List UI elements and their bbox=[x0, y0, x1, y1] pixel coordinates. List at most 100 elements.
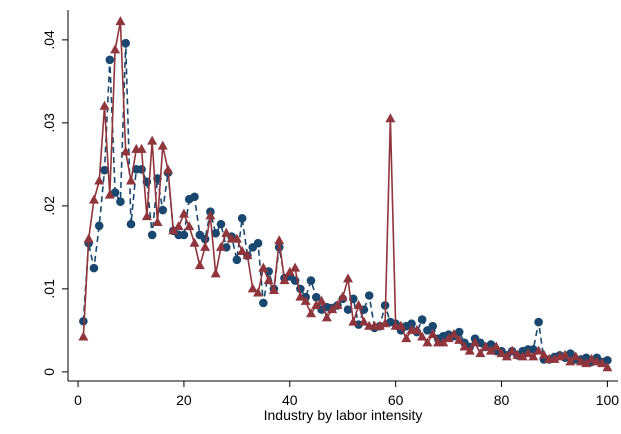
series-line bbox=[82, 43, 608, 363]
point bbox=[210, 268, 221, 278]
point bbox=[533, 345, 544, 355]
point bbox=[311, 299, 322, 309]
y-tick-label: .03 bbox=[41, 113, 57, 133]
y-tick-label: 0 bbox=[41, 368, 57, 376]
x-tick-label: 20 bbox=[176, 392, 192, 408]
point bbox=[459, 341, 470, 351]
point bbox=[486, 340, 496, 349]
point bbox=[141, 211, 152, 221]
point bbox=[147, 230, 157, 240]
point bbox=[348, 316, 359, 326]
y-tick-label: .04 bbox=[41, 30, 57, 50]
point bbox=[480, 341, 491, 351]
point bbox=[121, 38, 130, 48]
x-tick-label: 40 bbox=[282, 392, 298, 408]
x-tick-label: 80 bbox=[494, 392, 510, 408]
point bbox=[454, 327, 464, 337]
point bbox=[438, 337, 449, 347]
point bbox=[125, 175, 136, 185]
point bbox=[427, 329, 438, 339]
point bbox=[268, 285, 279, 295]
x-tick-label: 60 bbox=[388, 392, 404, 408]
point bbox=[496, 348, 507, 358]
point bbox=[560, 349, 571, 359]
point bbox=[464, 345, 475, 355]
point bbox=[603, 355, 612, 365]
point bbox=[358, 316, 369, 326]
point bbox=[237, 214, 247, 223]
point bbox=[528, 351, 539, 361]
point bbox=[380, 318, 391, 328]
point bbox=[258, 262, 269, 272]
series-line bbox=[82, 21, 608, 369]
point bbox=[205, 210, 216, 220]
point bbox=[78, 331, 89, 341]
point bbox=[115, 16, 126, 26]
point bbox=[79, 316, 88, 326]
point bbox=[523, 348, 534, 358]
point bbox=[602, 362, 613, 372]
y-tick-label: .01 bbox=[41, 279, 57, 299]
point bbox=[332, 299, 343, 309]
point bbox=[501, 351, 512, 361]
point bbox=[99, 100, 110, 110]
point bbox=[581, 358, 592, 368]
point bbox=[411, 324, 422, 334]
point bbox=[448, 329, 459, 339]
point bbox=[385, 113, 396, 123]
point bbox=[184, 221, 195, 231]
point bbox=[343, 305, 353, 314]
point bbox=[485, 345, 496, 355]
point bbox=[157, 140, 168, 150]
point bbox=[475, 348, 486, 358]
point bbox=[337, 291, 348, 301]
point bbox=[89, 263, 99, 273]
point bbox=[491, 341, 502, 351]
point bbox=[179, 230, 189, 240]
point bbox=[83, 233, 94, 243]
point bbox=[395, 320, 406, 330]
point bbox=[422, 337, 433, 347]
point bbox=[211, 228, 220, 238]
point bbox=[216, 219, 226, 229]
point bbox=[189, 237, 200, 247]
point bbox=[407, 319, 416, 329]
point bbox=[231, 233, 242, 243]
point bbox=[110, 188, 120, 197]
point bbox=[290, 262, 301, 272]
point bbox=[110, 44, 121, 54]
point bbox=[279, 275, 290, 285]
point bbox=[104, 189, 115, 199]
point bbox=[549, 353, 560, 363]
point bbox=[237, 246, 248, 256]
point bbox=[300, 295, 311, 305]
point bbox=[454, 334, 465, 344]
point bbox=[200, 241, 211, 251]
point bbox=[401, 333, 412, 343]
point bbox=[158, 205, 168, 215]
point bbox=[190, 192, 199, 202]
point bbox=[306, 276, 316, 285]
point bbox=[534, 317, 543, 327]
point bbox=[321, 312, 332, 322]
point bbox=[417, 315, 427, 324]
point bbox=[94, 221, 104, 231]
point bbox=[137, 165, 146, 174]
point bbox=[247, 283, 258, 293]
x-tick-label: 100 bbox=[596, 392, 620, 408]
y-tick-label: .02 bbox=[41, 196, 57, 216]
point bbox=[417, 331, 428, 341]
point bbox=[343, 273, 354, 283]
point bbox=[163, 164, 174, 174]
point bbox=[178, 208, 189, 218]
point bbox=[353, 299, 364, 309]
point bbox=[364, 291, 374, 300]
point bbox=[259, 298, 268, 308]
point bbox=[100, 165, 109, 175]
point bbox=[538, 349, 549, 359]
point bbox=[443, 333, 454, 343]
point bbox=[597, 358, 608, 368]
point bbox=[168, 225, 179, 235]
point bbox=[274, 235, 285, 245]
